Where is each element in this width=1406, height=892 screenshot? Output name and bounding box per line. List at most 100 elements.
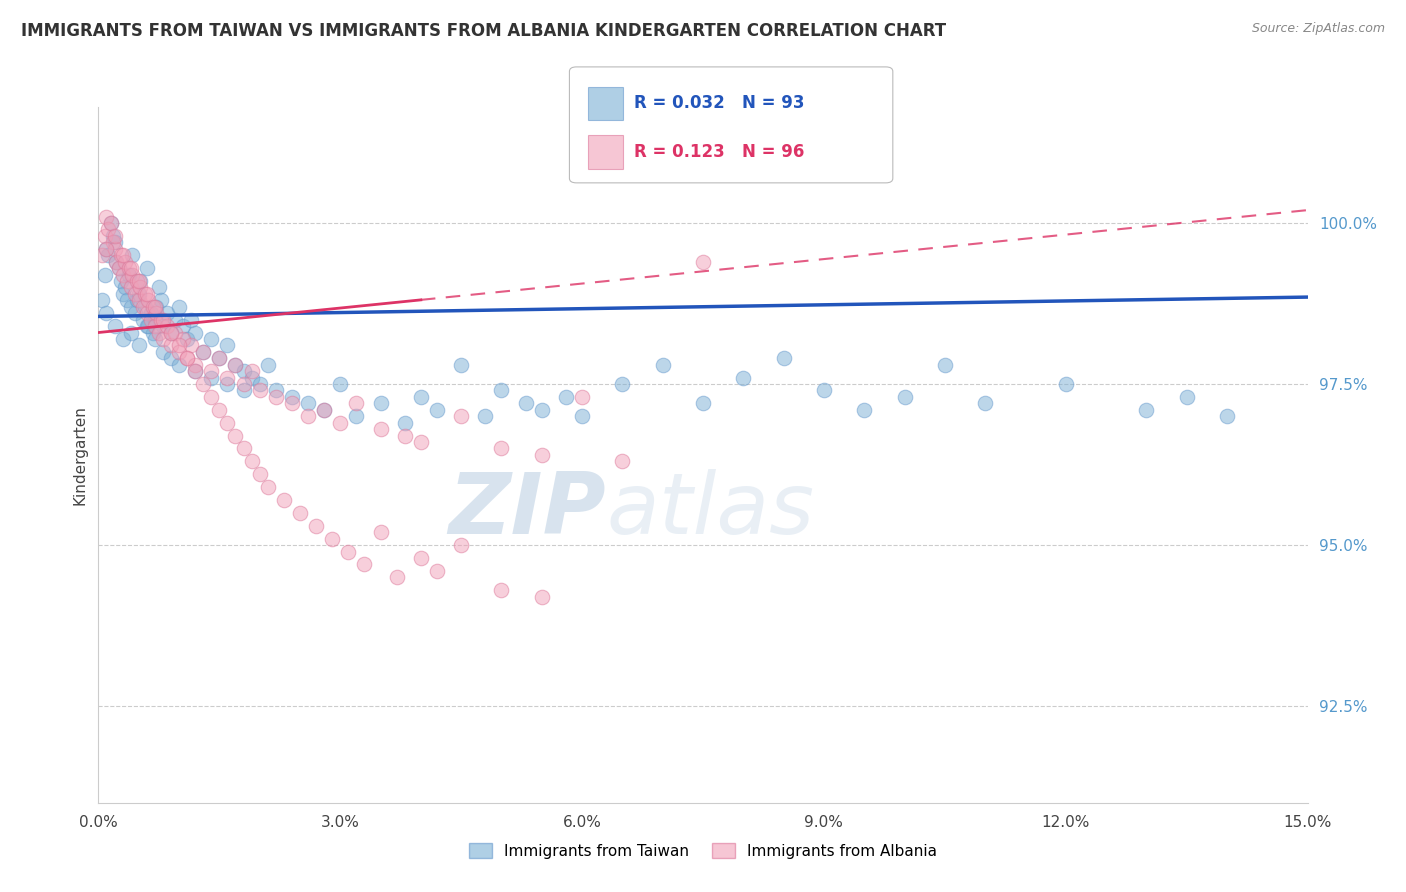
Point	[96, 242, 118, 256]
Point	[297, 409, 319, 424]
Point	[132, 300, 155, 314]
Point	[121, 268, 143, 282]
Point	[143, 300, 166, 314]
Point	[249, 467, 271, 482]
Point	[450, 409, 472, 424]
Legend: Immigrants from Taiwan, Immigrants from Albania: Immigrants from Taiwan, Immigrants from …	[463, 837, 943, 864]
Point	[772, 351, 794, 366]
Point	[193, 344, 215, 359]
Point	[127, 274, 149, 288]
Point	[224, 428, 246, 442]
Point	[148, 326, 170, 340]
Point	[450, 538, 472, 552]
Point	[143, 319, 166, 334]
Point	[94, 228, 117, 243]
Point	[240, 370, 263, 384]
Point	[571, 409, 593, 424]
Point	[91, 293, 114, 308]
Point	[474, 409, 496, 424]
Point	[111, 286, 134, 301]
Text: R = 0.123   N = 96: R = 0.123 N = 96	[634, 143, 804, 161]
Point	[172, 332, 194, 346]
Point	[145, 300, 167, 314]
Point	[193, 377, 215, 392]
Point	[1175, 390, 1198, 404]
Point	[135, 261, 157, 276]
Point	[115, 293, 138, 308]
Point	[426, 564, 449, 578]
Point	[148, 280, 170, 294]
Point	[555, 390, 578, 404]
Point	[184, 358, 207, 372]
Point	[217, 370, 239, 384]
Point	[692, 254, 714, 268]
Point	[120, 261, 142, 276]
Point	[180, 338, 202, 352]
Text: IMMIGRANTS FROM TAIWAN VS IMMIGRANTS FROM ALBANIA KINDERGARTEN CORRELATION CHART: IMMIGRANTS FROM TAIWAN VS IMMIGRANTS FRO…	[21, 22, 946, 40]
Point	[143, 332, 166, 346]
Point	[337, 544, 360, 558]
Point	[156, 319, 179, 334]
Point	[103, 228, 125, 243]
Point	[139, 312, 162, 326]
Point	[491, 384, 513, 398]
Point	[409, 435, 432, 450]
Point	[143, 312, 166, 326]
Point	[120, 326, 142, 340]
Point	[208, 402, 231, 417]
Point	[385, 570, 408, 584]
Point	[142, 326, 165, 340]
Point	[370, 396, 392, 410]
Point	[256, 480, 278, 494]
Point	[103, 235, 125, 250]
Point	[240, 364, 263, 378]
Point	[314, 402, 336, 417]
Point	[114, 280, 136, 294]
Point	[100, 216, 122, 230]
Point	[217, 416, 239, 430]
Point	[103, 242, 125, 256]
Point	[176, 351, 198, 366]
Point	[249, 377, 271, 392]
Point	[152, 312, 174, 326]
Point	[100, 216, 122, 230]
Point	[138, 293, 160, 308]
Point	[118, 261, 141, 276]
Point	[273, 493, 295, 508]
Point	[124, 286, 146, 301]
Point	[160, 326, 183, 340]
Point	[167, 338, 190, 352]
Point	[152, 319, 174, 334]
Point	[314, 402, 336, 417]
Point	[571, 390, 593, 404]
Point	[135, 286, 157, 301]
Point	[394, 428, 416, 442]
Point	[450, 358, 472, 372]
Point	[692, 396, 714, 410]
Point	[134, 286, 156, 301]
Point	[128, 338, 150, 352]
Point	[208, 351, 231, 366]
Point	[107, 261, 129, 276]
Point	[150, 312, 173, 326]
Point	[107, 261, 129, 276]
Point	[612, 454, 634, 468]
Point	[176, 351, 198, 366]
Point	[128, 274, 150, 288]
Point	[281, 390, 304, 404]
Point	[103, 319, 125, 334]
Point	[733, 370, 755, 384]
Point	[264, 390, 287, 404]
Point	[96, 306, 118, 320]
Point	[200, 370, 222, 384]
Point	[232, 377, 254, 392]
Point	[134, 300, 156, 314]
Point	[152, 344, 174, 359]
Point	[145, 306, 167, 320]
Point	[344, 409, 367, 424]
Point	[124, 306, 146, 320]
Point	[370, 525, 392, 540]
Point	[208, 351, 231, 366]
Point	[612, 377, 634, 392]
Point	[128, 293, 150, 308]
